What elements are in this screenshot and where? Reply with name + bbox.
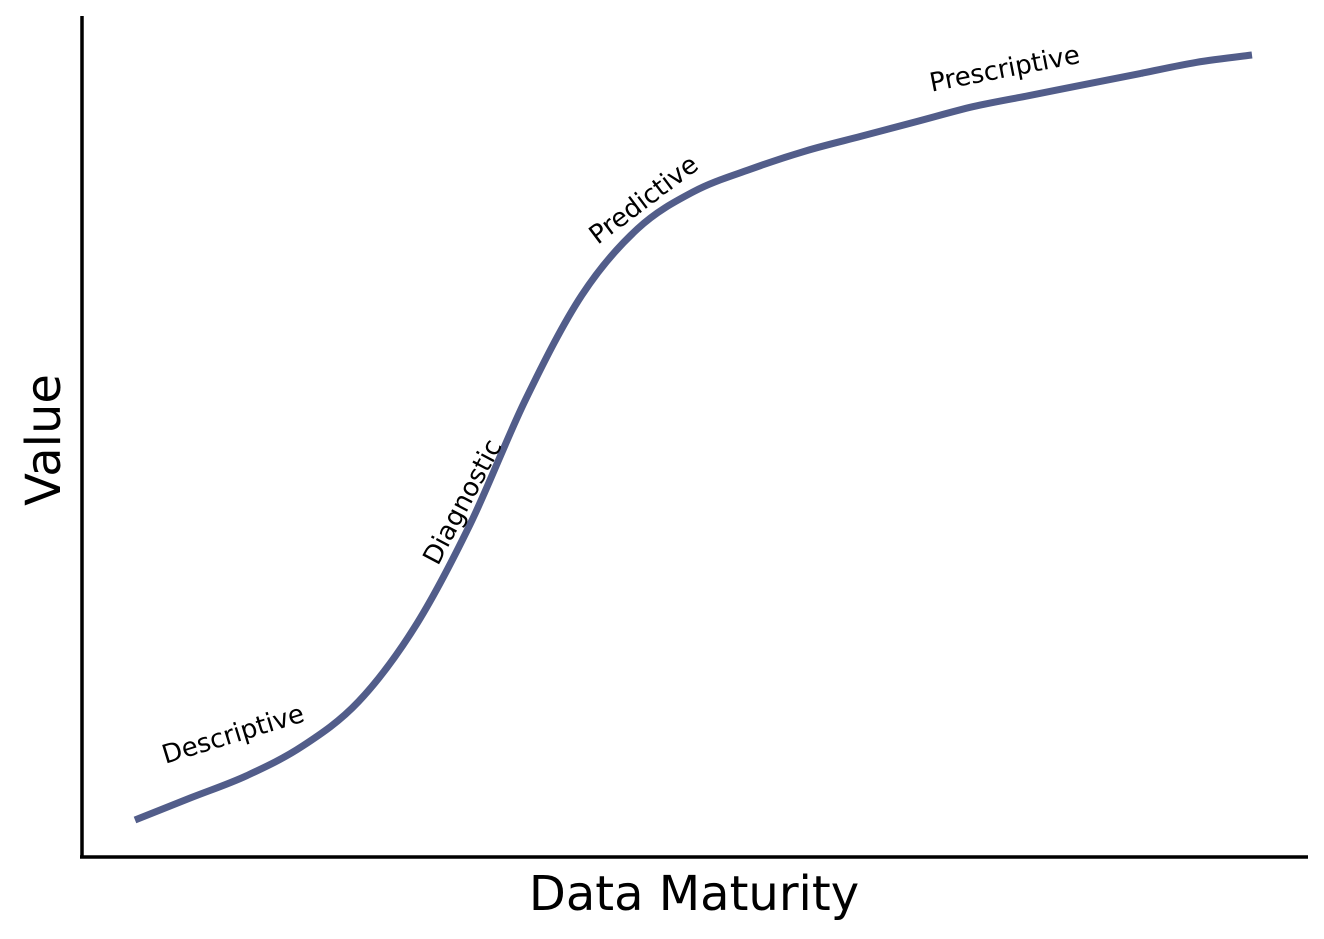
y-axis-title: Value [16,374,72,506]
x-axis-title: Data Maturity [529,866,859,922]
stage-label-predictive: Predictive [584,150,704,251]
stage-labels: DescriptiveDiagnosticPredictivePrescript… [158,40,1082,771]
stage-label-diagnostic: Diagnostic [418,434,509,569]
series-line [133,51,1253,824]
